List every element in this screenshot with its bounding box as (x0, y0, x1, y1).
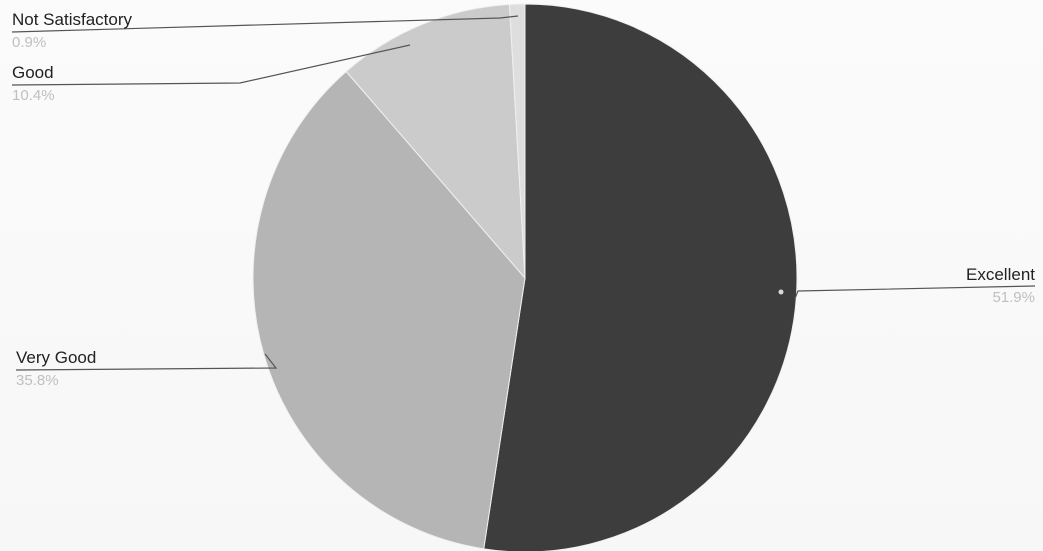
leader-anchor-dot (778, 289, 784, 295)
slice-labels: Excellent 51.9% Very Good 35.8% Good 10.4% Not… (12, 10, 1035, 389)
leader-line-not-satisfactory (11, 15, 519, 33)
pie-slice-not-satisfactory (508, 3, 526, 279)
leader-line-good (11, 44, 411, 86)
slice-percent-excellent: 51.9% (992, 289, 1035, 306)
slice-label-very-good: Very Good (16, 348, 96, 367)
slice-percent-good: 10.4% (12, 87, 55, 104)
leader-line-excellent (794, 285, 1036, 299)
slice-percent-not-satisfactory: 0.9% (12, 34, 46, 51)
slice-label-excellent: Excellent (966, 265, 1035, 284)
slice-label-not-satisfactory: Not Satisfactory (12, 10, 132, 29)
pie-slice-excellent (483, 3, 798, 551)
leader-lines (11, 15, 1036, 371)
leader-line-very-good (15, 353, 278, 371)
pie-slices (252, 3, 798, 551)
pie-slice-very-good (252, 70, 526, 550)
pie-slice-good (345, 3, 526, 280)
slice-label-good: Good (12, 63, 54, 82)
slice-percent-very-good: 35.8% (16, 372, 59, 389)
